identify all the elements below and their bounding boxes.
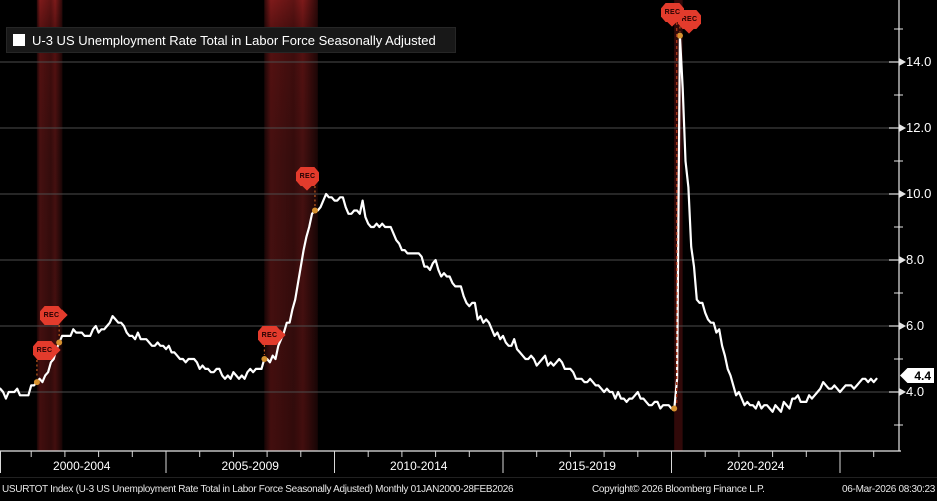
legend-label: U-3 US Unemployment Rate Total in Labor … (32, 32, 436, 48)
rec-marker-label: REC (40, 306, 63, 325)
rec-marker-label: REC (33, 341, 56, 360)
y-axis-label: 10.0 (906, 186, 932, 201)
y-axis-label: 8.0 (906, 252, 925, 267)
rec-marker[interactable]: REC (296, 167, 319, 191)
rec-marker-label: REC (661, 3, 684, 22)
rec-marker[interactable]: REC (40, 306, 68, 325)
x-axis-group-label: 2005-2009 (221, 459, 279, 473)
legend-swatch-icon (13, 34, 25, 46)
footer-copyright: Copyright© 2026 Bloomberg Finance L.P. (592, 484, 765, 495)
rec-marker[interactable]: REC (33, 341, 61, 360)
y-axis-label: 14.0 (906, 54, 932, 69)
rec-marker-label: REC (296, 167, 319, 186)
footer-datetime: 06-Mar-2026 08:30:23 (842, 484, 935, 495)
y-axis-label: 12.0 (906, 120, 932, 135)
x-axis-group-label: 2015-2019 (558, 459, 616, 473)
y-axis-label: 6.0 (906, 318, 925, 333)
footer-series-description: USURTOT Index (U-3 US Unemployment Rate … (2, 484, 514, 495)
legend[interactable]: U-3 US Unemployment Rate Total in Labor … (6, 27, 456, 53)
y-axis-label: 4.0 (906, 384, 925, 399)
rec-marker-label: REC (258, 326, 281, 345)
rec-marker[interactable]: REC (661, 3, 684, 27)
x-axis-group-label: 2010-2014 (390, 459, 448, 473)
last-value-badge[interactable]: 4.4 (900, 368, 934, 383)
x-axis-group-label: 2000-2004 (53, 459, 111, 473)
rec-marker[interactable]: REC (258, 326, 286, 345)
x-axis-group-label: 2020-2024 (727, 459, 785, 473)
footer-bar: USURTOT Index (U-3 US Unemployment Rate … (0, 477, 937, 501)
